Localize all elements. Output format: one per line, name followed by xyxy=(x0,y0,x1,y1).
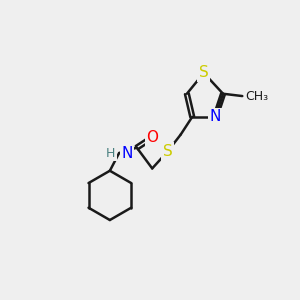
Text: H: H xyxy=(106,146,115,160)
Text: N: N xyxy=(122,146,133,160)
Text: CH₃: CH₃ xyxy=(245,90,268,103)
Text: O: O xyxy=(146,130,158,145)
Text: S: S xyxy=(199,65,209,80)
Text: S: S xyxy=(163,144,172,159)
Text: N: N xyxy=(210,109,221,124)
